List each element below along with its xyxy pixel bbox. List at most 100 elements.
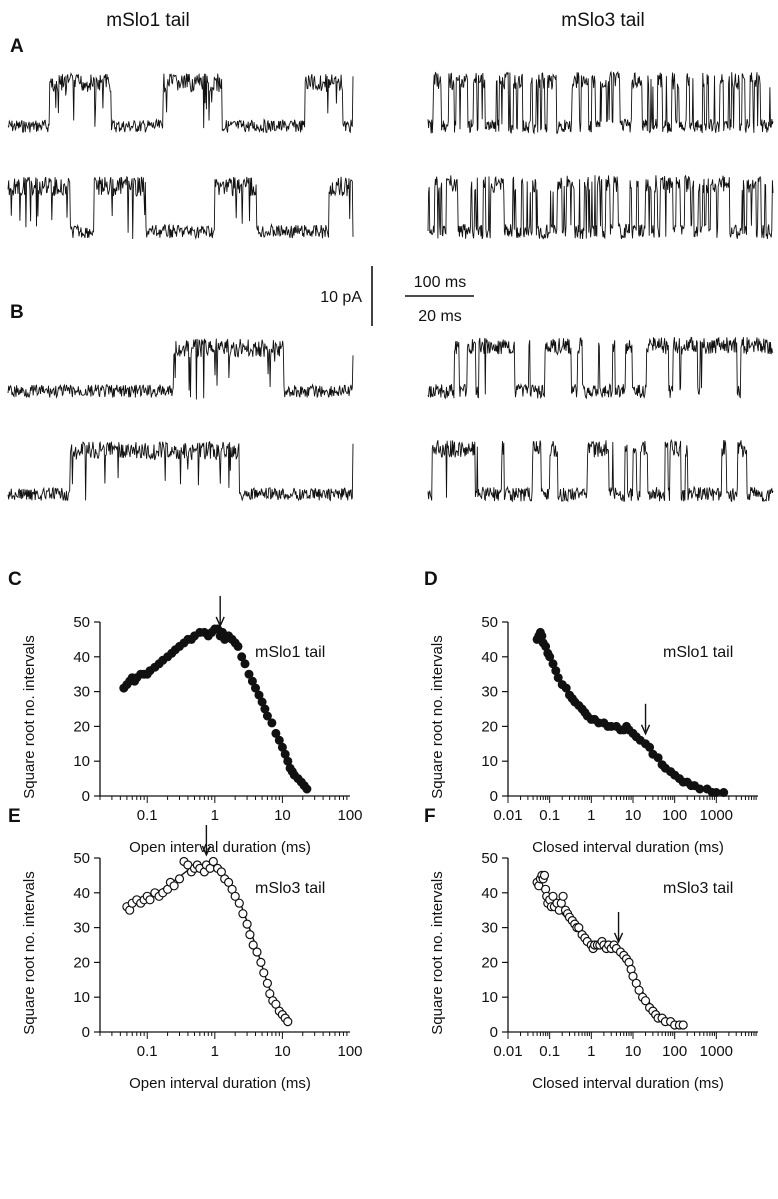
y-tick-label: 30	[481, 920, 498, 937]
x-axis-title: Closed interval duration (ms)	[532, 839, 724, 856]
column-title-right: mSlo3 tail	[561, 10, 644, 31]
arrow-marker-head	[201, 845, 212, 857]
data-point	[242, 919, 252, 929]
data-point	[283, 1016, 293, 1027]
trace-B-left-2	[7, 440, 354, 502]
histogram-panel-f: F 0 10 20 30 40 50 0.01 0.1 1 10 100 1000 Closed inte…	[424, 806, 758, 1092]
panel-label-c: C	[8, 569, 22, 590]
x-tick-label: 0.1	[539, 807, 560, 824]
x-tick-label: 0.1	[137, 807, 158, 824]
trace-a-right-2	[427, 174, 774, 240]
data-point	[238, 909, 248, 919]
y-tick-label: 10	[481, 753, 498, 770]
histogram-panel-c: C 0 10 20 30 40 50 0.1 1 10 100 Open interval durat…	[8, 569, 363, 856]
x-tick-label: 100	[337, 1043, 362, 1060]
trace-A-left-1	[7, 72, 354, 134]
y-axis-title: Square root no. intervals	[21, 871, 38, 1034]
y-tick-label: 0	[490, 1024, 498, 1041]
panel-label-f: F	[424, 806, 436, 827]
histogram-panel-e: E 0 10 20 30 40 50 0.1 1 10 100 Open interval durat…	[8, 806, 363, 1092]
trace-b-right-1	[427, 336, 774, 400]
x-axis-title: Open interval duration (ms)	[129, 839, 311, 856]
x-tick-label: 10	[625, 1043, 642, 1060]
data-point	[208, 856, 218, 867]
data-point	[558, 891, 568, 901]
data-point	[230, 891, 240, 901]
x-tick-label: 10	[274, 1043, 291, 1060]
y-tick-label: 0	[82, 788, 90, 805]
data-point	[267, 718, 277, 728]
y-axis-title: Square root no. intervals	[429, 871, 446, 1034]
data-point	[548, 891, 558, 901]
x-tick-label: 0.1	[137, 1043, 158, 1060]
data-point	[640, 996, 651, 1006]
y-tick-label: 50	[73, 850, 90, 867]
data-point	[302, 784, 312, 794]
series-label: mSlo3 tail	[255, 880, 325, 897]
x-tick-label: 1000	[700, 807, 733, 824]
y-tick-label: 40	[481, 649, 498, 666]
x-tick-label: 10	[625, 807, 642, 824]
y-tick-label: 40	[73, 885, 90, 902]
x-tick-label: 10	[274, 807, 291, 824]
x-axis-title: Open interval duration (ms)	[129, 1075, 311, 1092]
y-tick-label: 10	[73, 753, 90, 770]
panel-label-d: D	[424, 569, 438, 590]
y-tick-label: 50	[481, 850, 498, 867]
x-tick-label: 0.01	[493, 1043, 522, 1060]
series-label: mSlo3 tail	[663, 880, 733, 897]
x-tick-label: 1	[211, 1043, 219, 1060]
current-scale-label: 10 pA	[320, 289, 362, 306]
single-channel-traces	[7, 70, 774, 503]
column-title-left: mSlo1 tail	[106, 10, 189, 31]
x-tick-label: 100	[662, 807, 687, 824]
y-tick-label: 50	[73, 614, 90, 631]
x-tick-label: 1	[211, 807, 219, 824]
x-tick-label: 100	[662, 1043, 687, 1060]
data-point	[553, 673, 563, 683]
data-point	[719, 787, 729, 797]
data-point	[653, 753, 663, 763]
y-tick-label: 0	[490, 788, 498, 805]
data-point	[256, 957, 266, 968]
data-point	[252, 947, 262, 957]
trace-b-right-2	[427, 438, 774, 503]
x-tick-label: 1	[587, 1043, 595, 1060]
trace-A-left-2	[7, 175, 354, 240]
data-point	[240, 659, 250, 669]
y-tick-label: 30	[481, 684, 498, 701]
x-tick-label: 1000	[700, 1043, 733, 1060]
y-tick-label: 40	[481, 885, 498, 902]
x-tick-label: 0.1	[539, 1043, 560, 1060]
data-point	[233, 641, 243, 651]
y-tick-label: 0	[82, 1024, 90, 1041]
y-tick-label: 10	[73, 989, 90, 1006]
data-point	[634, 985, 644, 995]
y-axis-title: Square root no. intervals	[429, 635, 446, 798]
arrow-marker-head	[640, 724, 651, 736]
time-scale-label-b: 20 ms	[418, 308, 462, 325]
trace-B-left-1	[7, 338, 354, 400]
x-tick-label: 1	[587, 807, 595, 824]
panel-label-e: E	[8, 806, 21, 827]
x-tick-label: 0.01	[493, 807, 522, 824]
trace-a-right-1	[427, 70, 774, 135]
data-point	[245, 929, 255, 940]
arrow-marker-head	[613, 932, 624, 944]
y-tick-label: 10	[481, 989, 498, 1006]
arrow-marker-head	[215, 616, 225, 628]
series-label: mSlo1 tail	[255, 644, 325, 661]
data-point	[169, 881, 179, 891]
y-axis-title: Square root no. intervals	[21, 635, 38, 798]
histogram-panel-d: D 0 10 20 30 40 50 0.01 0.1 1 10 100 1000 Closed inte…	[424, 569, 758, 856]
panel-label-a: A	[10, 36, 24, 57]
time-scale-label-a: 100 ms	[414, 274, 466, 291]
y-tick-label: 20	[73, 718, 90, 735]
x-axis-title: Closed interval duration (ms)	[532, 1075, 724, 1092]
y-tick-label: 30	[73, 684, 90, 701]
data-point	[539, 870, 550, 881]
y-tick-label: 20	[481, 954, 498, 971]
data-point	[234, 898, 244, 908]
